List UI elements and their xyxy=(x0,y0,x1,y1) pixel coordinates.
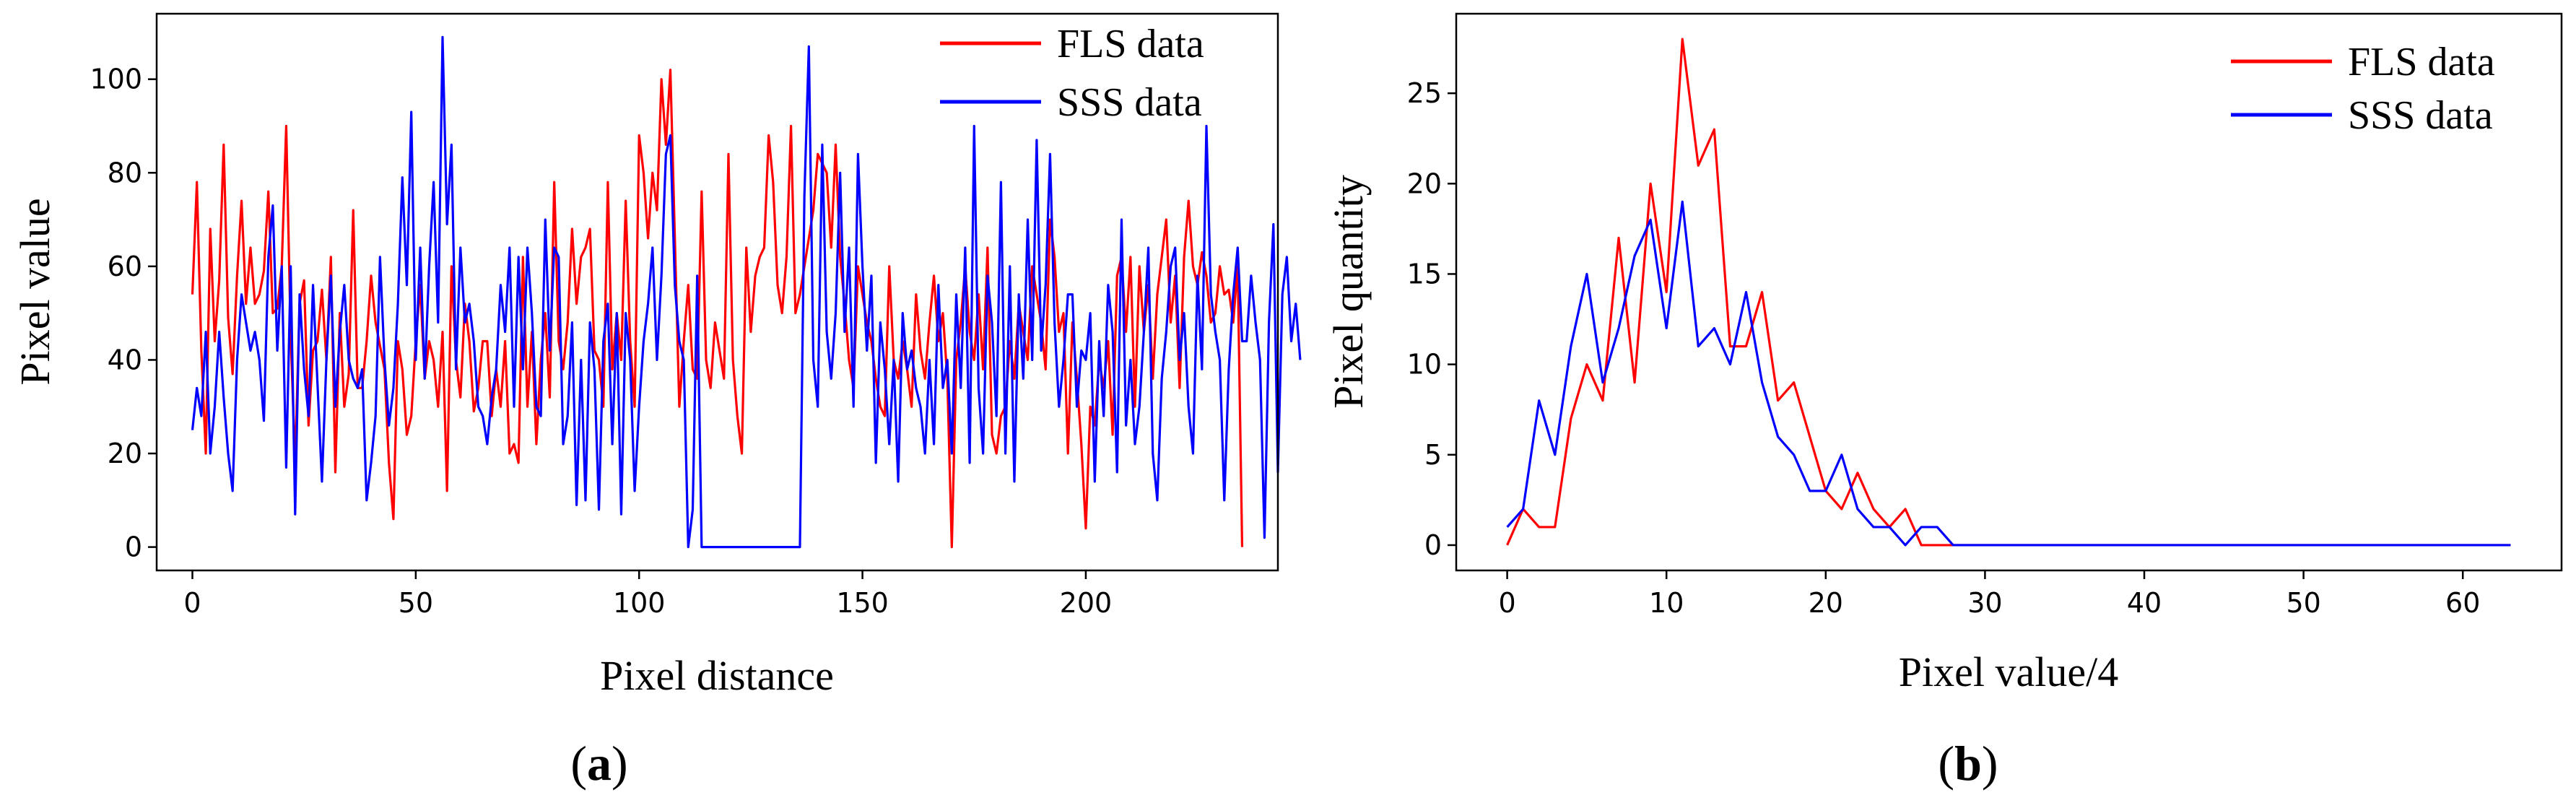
panel-b-y-axis-title: Pixel quantity xyxy=(1325,175,1372,409)
panel-a-caption-close: ) xyxy=(612,736,628,791)
panel-b-x-tick-label: 60 xyxy=(2445,587,2480,619)
panel-a-y-tick-label: 100 xyxy=(90,64,142,95)
panel-a-y-tick-label: 40 xyxy=(108,344,142,375)
panel-a-caption-letter: a xyxy=(587,736,612,791)
panel-b-chart: 0 10 20 30 40 50 60 0 5 10 15 20 25 Pixel value/4 Pi… xyxy=(1325,12,2563,791)
panel-a-y-tick-label: 60 xyxy=(108,251,142,282)
panel-b-x-tick-label: 40 xyxy=(2127,587,2162,619)
panel-b-x-tick-label: 20 xyxy=(1809,587,1843,619)
panel-b-caption-close: ) xyxy=(1982,736,1998,791)
panel-b-x-axis-title: Pixel value/4 xyxy=(1899,648,2118,695)
panel-a-x-axis-title: Pixel distance xyxy=(600,652,834,699)
panel-b-y-tick-label: 15 xyxy=(1407,258,1442,290)
panel-a-y-axis-title: Pixel value xyxy=(12,198,58,385)
panel-b-legend-label-fls: FLS data xyxy=(2348,40,2495,84)
panel-a-caption: (a) xyxy=(570,736,627,791)
panel-b-y-tick-label: 5 xyxy=(1424,439,1442,471)
panel-a-x-tick-label: 100 xyxy=(613,587,666,619)
panel-a-legend-label-fls: FLS data xyxy=(1057,22,1204,66)
panel-b-y-tick-label: 25 xyxy=(1407,77,1442,109)
panel-b-caption-open: ( xyxy=(1938,736,1954,791)
panel-a-caption-open: ( xyxy=(570,736,587,791)
panel-b-legend-label-sss: SSS data xyxy=(2348,93,2493,138)
panel-b-x-tick-label: 0 xyxy=(1499,587,1516,619)
panel-b-x-tick-label: 30 xyxy=(1967,587,2002,619)
panel-b-caption-letter: b xyxy=(1954,736,1982,791)
panel-a-series-line-fls-data xyxy=(191,69,1244,549)
panel-b-plot-frame xyxy=(1455,12,2563,572)
panel-b-series-lines xyxy=(1506,38,2511,547)
panel-b-caption: (b) xyxy=(1938,736,1998,791)
panel-b-x-tick-label: 50 xyxy=(2286,587,2320,619)
panel-a-x-tick-label: 0 xyxy=(183,587,201,619)
panel-b-legend: FLS data SSS data xyxy=(2231,40,2495,138)
panel-a-plot-frame xyxy=(155,12,1279,572)
panel-a-x-tick-label: 50 xyxy=(399,587,433,619)
panel-a-y-tick-label: 0 xyxy=(125,531,142,563)
panel-a-x-tick-label: 200 xyxy=(1060,587,1113,619)
panel-b-axis-ticks: 0 10 20 30 40 50 60 0 5 10 15 20 25 xyxy=(1407,77,2481,619)
panel-b-y-tick-label: 10 xyxy=(1407,349,1442,381)
panel-b-series-line-sss-data xyxy=(1506,200,2511,547)
panel-a-series-lines xyxy=(191,35,1302,549)
panel-a-legend-label-sss: SSS data xyxy=(1057,80,1202,125)
panel-a-series-line-sss-data xyxy=(191,35,1302,549)
panel-a-axis-ticks: 0 50 100 150 200 0 20 40 60 80 100 xyxy=(90,64,1112,619)
panel-b-x-tick-label: 10 xyxy=(1649,587,1684,619)
panel-b-y-tick-label: 20 xyxy=(1407,168,1442,199)
panel-b-y-tick-label: 0 xyxy=(1424,529,1442,561)
panel-a-x-tick-label: 150 xyxy=(836,587,889,619)
panel-a-legend: FLS data SSS data xyxy=(940,22,1204,125)
panel-a-y-tick-label: 80 xyxy=(108,157,142,188)
panel-a-y-tick-label: 20 xyxy=(108,438,142,469)
